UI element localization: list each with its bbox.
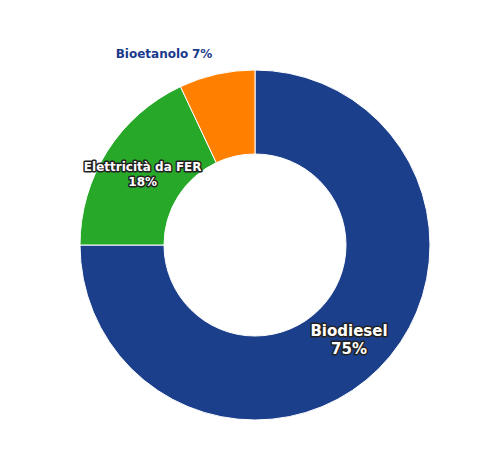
- label-category: Bioetanolo: [116, 46, 189, 60]
- data-label: Biodiesel75%: [310, 322, 387, 358]
- data-label: Bioetanolo7%: [116, 46, 213, 60]
- slice: [80, 70, 430, 420]
- data-label: Elettricità da FER18%: [84, 160, 202, 188]
- slices: [80, 70, 430, 420]
- label-value: 7%: [192, 46, 212, 60]
- label-value: 18%: [128, 175, 157, 189]
- chart: Biodiesel75% Elettricità da FER18% Bioetan…: [0, 0, 498, 470]
- data-labels: Biodiesel75% Elettricità da FER18% Bioetan…: [84, 46, 388, 358]
- label-category: Elettricità da FER: [84, 160, 202, 174]
- plot: Biodiesel75% Elettricità da FER18% Bioetan…: [80, 46, 430, 420]
- label-value: 75%: [331, 340, 367, 358]
- slice: [180, 70, 255, 163]
- label-category: Biodiesel: [310, 322, 387, 340]
